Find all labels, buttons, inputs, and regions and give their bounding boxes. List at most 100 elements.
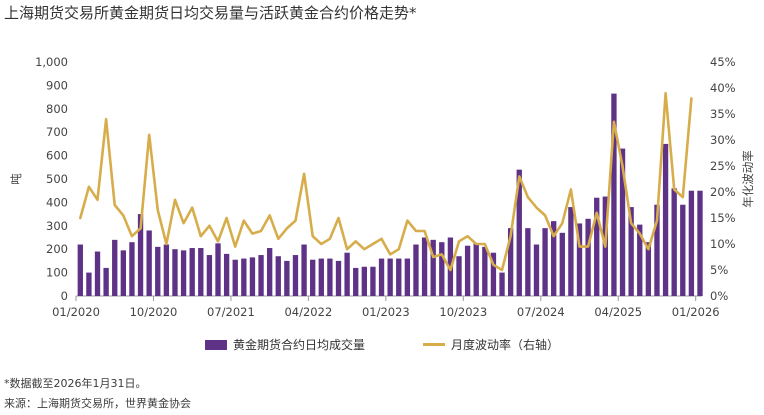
volume-bar (353, 267, 359, 296)
y-left-tick-label: 400 (46, 195, 68, 209)
volume-bar (137, 214, 144, 296)
volume-bar (292, 255, 299, 296)
y-left-tick-label: 800 (46, 102, 68, 116)
source-note: 来源：上海期货交易所，世界黄金协会 (4, 397, 191, 410)
volume-bar (86, 272, 92, 296)
y-right-tick-label: 5% (710, 263, 728, 277)
volume-bar (378, 258, 385, 296)
volume-bar (223, 253, 230, 296)
volume-bar (551, 221, 557, 296)
volatility-series-line (79, 91, 693, 272)
volume-bar (611, 93, 617, 296)
y-right-tick-label: 0% (710, 289, 728, 303)
volume-bar (637, 224, 643, 296)
y-left-tick-label: 0 (61, 289, 68, 303)
volume-bar (516, 169, 522, 296)
volume-bar (198, 248, 204, 296)
volume-bar (413, 244, 419, 296)
volume-bar (421, 237, 428, 296)
volume-bar (155, 246, 161, 296)
volume-bar (404, 258, 411, 296)
volume-bar (146, 230, 152, 296)
volume-bar (258, 255, 264, 296)
volume-bar (473, 243, 479, 296)
x-tick-label: 04/2022 (284, 305, 332, 319)
volume-bar (490, 252, 497, 296)
volume-bar (482, 246, 488, 296)
y-right-tick-label: 15% (710, 211, 736, 225)
volume-bar (120, 250, 127, 296)
x-tick-label: 07/2021 (207, 305, 255, 319)
volume-bar (232, 259, 238, 296)
volume-bar (241, 258, 247, 296)
volume-bar (301, 244, 307, 296)
y-right-tick-label: 10% (710, 237, 736, 251)
y-left-tick-label: 300 (46, 219, 68, 233)
tick-labels: 0 100 200 300 400 500 600 700 800 900 1,000 0% 5% 10%… (9, 55, 755, 319)
volume-bar (370, 266, 376, 296)
volume-bar (688, 190, 695, 296)
legend-item-bars: 黄金期货合约日均成交量 (204, 336, 365, 353)
y-right-tick-label: 30% (710, 133, 736, 147)
volume-bars (77, 93, 703, 296)
volatility-line (79, 91, 693, 272)
volume-bar (318, 258, 324, 296)
chart-area: 0 100 200 300 400 500 600 700 800 900 1,000 0% 5% 10%… (9, 55, 755, 319)
volume-bar (439, 242, 445, 296)
volume-bar (180, 250, 187, 296)
volume-bar (327, 258, 333, 296)
y-right-tick-label: 20% (710, 185, 736, 199)
y-left-tick-label: 1,000 (35, 55, 68, 69)
volume-bar (206, 255, 213, 296)
volume-bar (189, 248, 195, 296)
axes (75, 295, 702, 301)
y-right-tick-label: 45% (710, 55, 736, 69)
y-right-tick-label: 25% (710, 159, 736, 173)
volume-bar (542, 228, 548, 296)
volume-bar (671, 188, 677, 296)
legend-label-line: 月度波动率（右轴） (451, 338, 560, 352)
volume-bar (310, 259, 316, 296)
x-tick-label: 01/2020 (52, 305, 100, 319)
volume-bar (464, 245, 471, 296)
x-tick-label: 01/2023 (362, 305, 410, 319)
volume-bar (77, 244, 83, 296)
legend-swatch-bars (204, 339, 227, 350)
volume-bar (129, 242, 135, 296)
volume-bar (361, 266, 367, 296)
volume-bar (94, 251, 101, 296)
legend-label-bars: 黄金期货合约日均成交量 (232, 338, 365, 352)
volume-bar (215, 243, 221, 296)
y-right-axis-title: 年化波动率 (741, 150, 755, 208)
chart-title: 上海期货交易所黄金期货日均交易量与活跃黄金合约价格走势* (4, 4, 417, 22)
y-left-tick-label: 900 (46, 78, 68, 92)
volume-bar (559, 232, 565, 296)
y-left-axis-title: 吨 (9, 173, 23, 185)
volume-bar (576, 223, 583, 296)
footnote: *数据截至2026年1月31日。 (4, 377, 147, 390)
volume-bar (568, 207, 574, 296)
volume-bar (628, 207, 634, 296)
volume-bar (163, 244, 170, 296)
x-tick-label: 10/2023 (439, 305, 487, 319)
volume-bar (266, 248, 273, 296)
y-left-tick-label: 200 (46, 242, 68, 256)
volume-bar (335, 260, 342, 296)
volume-bar (430, 239, 436, 296)
volume-bar (249, 257, 256, 296)
volume-bar (284, 260, 290, 296)
volume-bar (112, 239, 118, 296)
x-tick-label: 01/2026 (672, 305, 720, 319)
legend-swatch-line (423, 343, 445, 346)
volume-bar (585, 218, 591, 296)
volume-bar (680, 204, 686, 296)
legend-item-line: 月度波动率（右轴） (423, 336, 559, 353)
volume-bar (525, 228, 531, 296)
volume-bar (594, 197, 600, 296)
x-tick-label: 10/2020 (130, 305, 178, 319)
volume-bar (103, 267, 109, 296)
y-left-tick-label: 500 (46, 172, 68, 186)
y-right-tick-label: 35% (710, 107, 736, 121)
volume-bar (172, 249, 178, 296)
y-right-tick-label: 40% (710, 81, 736, 95)
